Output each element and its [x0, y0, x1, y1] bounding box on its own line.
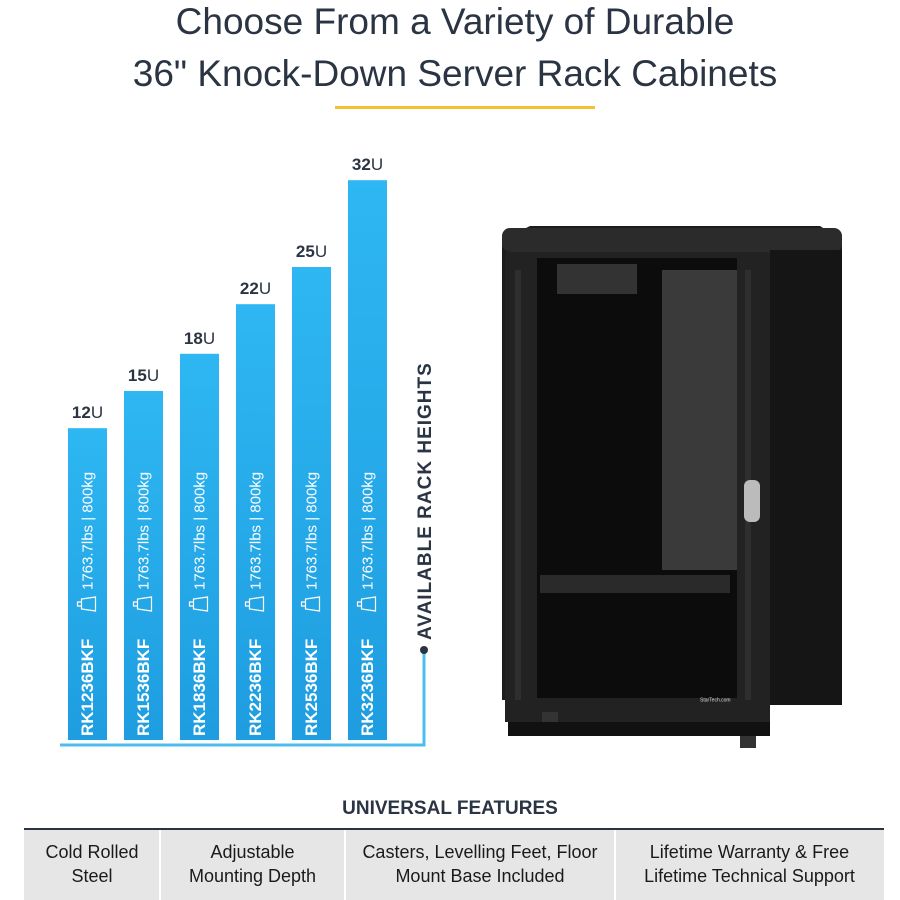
height-unit: U — [371, 156, 383, 175]
height-value: 22 — [240, 280, 259, 299]
height-unit: U — [203, 329, 215, 348]
cell-divider — [159, 830, 161, 900]
capacity: 1763.7lbs | 800kg — [191, 472, 208, 590]
weight-icon — [356, 596, 377, 612]
features-table — [24, 828, 884, 900]
capacity: 1763.7lbs | 800kg — [303, 472, 320, 590]
features-row: Cold Rolled Steel Adjustable Mounting Depth… — [45, 830, 855, 900]
height-label: 25U — [296, 242, 327, 261]
bar — [180, 353, 219, 740]
table-rule — [24, 828, 884, 830]
height-value: 15 — [128, 366, 147, 385]
feature-text: Lifetime Technical Support — [644, 866, 855, 886]
height-label: 15U — [128, 366, 159, 385]
cabinet-image: StarTech.com — [502, 226, 842, 748]
feature-text: Adjustable — [210, 842, 294, 862]
height-unit: U — [259, 280, 271, 299]
feature-text: Mount Base Included — [395, 866, 564, 886]
height-unit: U — [91, 404, 103, 423]
bracket-dot — [420, 646, 428, 654]
bar — [236, 304, 275, 740]
model: RK1836BKF — [190, 639, 209, 736]
capacity: 1763.7lbs | 800kg — [79, 472, 96, 590]
bar — [348, 180, 387, 740]
title-underline — [335, 106, 595, 109]
bracket — [60, 652, 426, 747]
capacity: 1763.7lbs | 800kg — [359, 472, 376, 590]
capacity: 1763.7lbs | 800kg — [247, 472, 264, 590]
model: RK3236BKF — [358, 639, 377, 736]
model: RK1536BKF — [134, 639, 153, 736]
model: RK2236BKF — [246, 639, 265, 736]
features-title: UNIVERSAL FEATURES — [342, 798, 558, 819]
height-unit: U — [315, 242, 327, 261]
rack-heights-label: AVAILABLE RACK HEIGHTS — [415, 362, 436, 640]
height-value: 12 — [72, 404, 91, 423]
title-line: 36" Knock-Down Server Rack Cabinets — [133, 53, 777, 94]
height-value: 25 — [296, 242, 315, 261]
weight-icon — [132, 596, 153, 612]
bar — [68, 428, 107, 740]
title-line: Choose From a Variety of Durable — [176, 1, 735, 42]
cell-divider — [614, 830, 616, 900]
capacity: 1763.7lbs | 800kg — [135, 472, 152, 590]
feature-text: Lifetime Warranty & Free — [650, 842, 849, 862]
brand: StarTech.com — [700, 697, 731, 703]
bar — [292, 267, 331, 740]
feature-text: Mounting Depth — [189, 866, 316, 886]
weight-icon — [76, 596, 97, 612]
weight-icon — [244, 596, 265, 612]
height-label: 22U — [240, 280, 271, 299]
bar — [124, 391, 163, 740]
feature-text: Casters, Levelling Feet, Floor — [362, 842, 597, 862]
feature-text: Steel — [71, 866, 112, 886]
height-value: 32 — [352, 156, 371, 175]
cell-divider — [344, 830, 346, 900]
weight-icon — [188, 596, 209, 612]
height-label: 12U — [72, 404, 103, 423]
height-value: 18 — [184, 329, 203, 348]
height-label: 32U — [352, 156, 383, 175]
weight-icon — [300, 596, 321, 612]
feature-text: Cold Rolled — [45, 842, 138, 862]
model: RK2536BKF — [302, 639, 321, 736]
model: RK1236BKF — [78, 639, 97, 736]
height-label: 18U — [184, 329, 215, 348]
height-unit: U — [147, 366, 159, 385]
